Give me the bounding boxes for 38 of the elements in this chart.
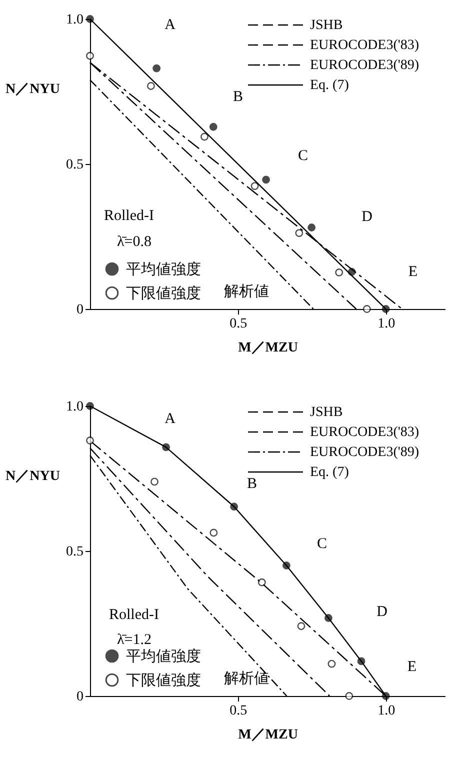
y-tick-label: 0: [76, 690, 84, 704]
y-tick-label: 1.0: [66, 12, 84, 28]
annotation: D: [376, 604, 388, 620]
legend-label: 下限値強度: [126, 285, 201, 302]
annotation: 解析値: [224, 670, 269, 687]
legend-label: JSHB: [310, 405, 343, 420]
annotation: A: [164, 411, 176, 427]
annotation: Rolled-I: [104, 208, 154, 224]
annotation: C: [316, 536, 328, 552]
legend-label: EUROCODE3('83): [310, 425, 420, 440]
annotation: E: [407, 659, 417, 675]
x-axis-title: M／MZU: [238, 728, 298, 742]
legend-label: 平均値強度: [126, 261, 201, 278]
annotation: Rolled-I: [109, 607, 159, 623]
y-tick-label: 0.5: [66, 544, 84, 560]
annotation: B: [246, 476, 258, 492]
annotation: B: [232, 89, 244, 105]
y-axis-title: N／NYU: [6, 82, 60, 98]
annotation: D: [362, 209, 373, 225]
y-axis-title: N／NYU: [6, 469, 60, 484]
annotation: 解析値: [224, 283, 269, 300]
y-tick-label: 1.0: [66, 400, 84, 414]
annotation: A: [164, 17, 176, 33]
legend-label: EUROCODE3('83): [310, 38, 420, 53]
legend-label: EUROCODE3('89): [310, 58, 420, 73]
annotation: E: [408, 264, 418, 280]
legend-label: EUROCODE3('89): [310, 445, 420, 460]
legend-label: 平均値強度: [126, 648, 201, 665]
legend-label: JSHB: [310, 18, 343, 33]
legend-label: 下限値強度: [126, 672, 201, 689]
y-tick-label: 0.5: [66, 158, 84, 172]
annotation: λ̄=0.8: [117, 234, 152, 250]
y-tick-label: 0: [76, 302, 84, 318]
annotation: C: [298, 148, 308, 164]
legend-label: Eq. (7): [310, 78, 350, 93]
legend-label: Eq. (7): [310, 465, 350, 480]
x-axis-title: M／MZU: [238, 340, 298, 356]
annotation: λ̄=1.2: [117, 632, 152, 648]
